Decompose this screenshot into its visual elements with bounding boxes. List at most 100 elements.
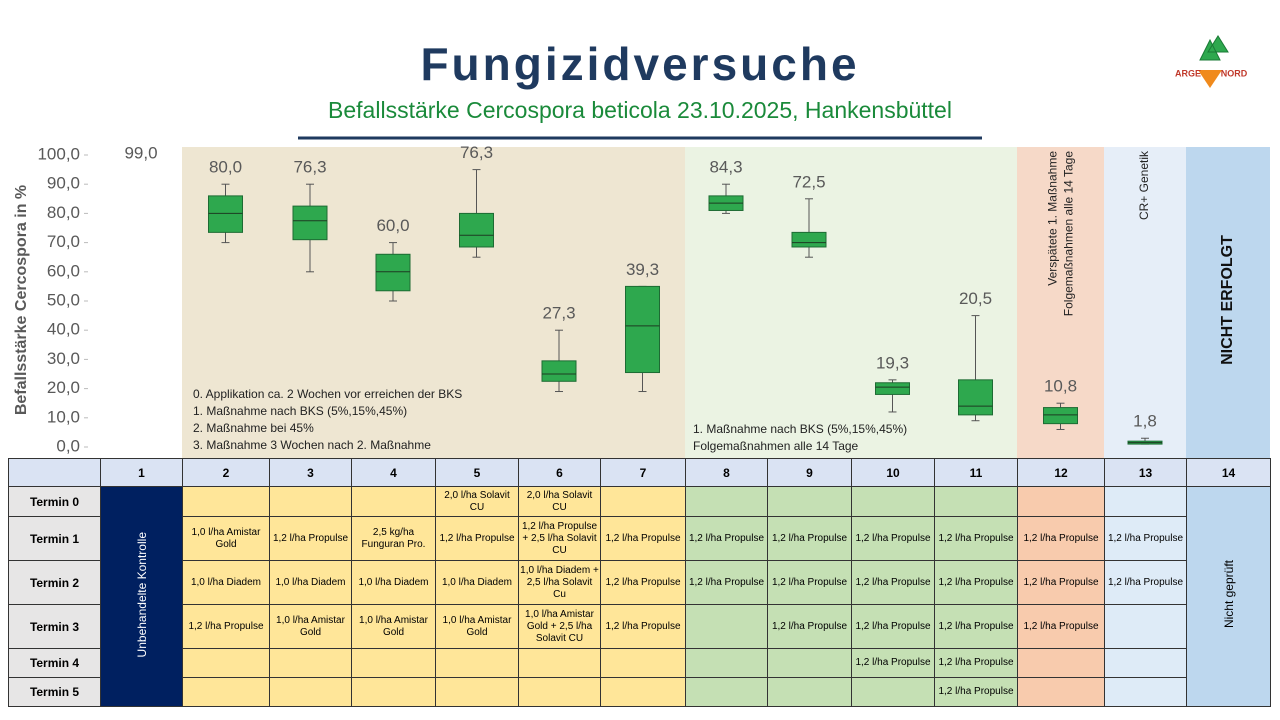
treatment-cell [351, 677, 436, 707]
treatment-cell [934, 486, 1018, 517]
treatment-cell: 1,2 l/ha Propulse [851, 648, 935, 678]
y-tick-label: 70,0 [47, 232, 80, 251]
band [1186, 147, 1270, 458]
header-cell: 4 [351, 458, 436, 487]
treatment-cell [1104, 604, 1187, 649]
box [208, 195, 243, 233]
treatment-cell: 1,2 l/ha Propulse [1104, 516, 1187, 561]
treatment-cell: 1,2 l/ha Propulse [1017, 560, 1105, 605]
treatment-cell: 1,2 l/ha Propulse [600, 604, 686, 649]
header-cell: 11 [934, 458, 1018, 487]
treatment-cell [685, 486, 768, 517]
annotation: Folgemaßnahmen alle 14 Tage [1062, 151, 1076, 317]
treatment-cell: 1,2 l/ha Propulse [934, 677, 1018, 707]
table-row: Termin 4 1,2 l/ha Propulse 1,2 l/ha Propul… [8, 648, 1271, 678]
table-row: Termin 1 1,0 l/ha Amistar Gold 1,2 l/ha Pr… [8, 516, 1271, 561]
treatment-cell: 1,0 l/ha Diadem [435, 560, 519, 605]
treatment-cell: 1,2 l/ha Propulse [1017, 516, 1105, 561]
header-cell: 5 [435, 458, 519, 487]
treatment-cell: 1,2 l/ha Propulse [1104, 560, 1187, 605]
header-cell: 1 [100, 458, 183, 487]
treatment-cell: 1,2 l/ha Propulse [435, 516, 519, 561]
value-label: 99,0 [124, 143, 157, 162]
box [541, 360, 577, 382]
annotation: NICHT ERFOLGT [1219, 235, 1236, 365]
value-label: 1,8 [1133, 412, 1157, 431]
y-tick-label: 30,0 [47, 349, 80, 368]
treatment-cell: 1,2 l/ha Propulse [182, 604, 270, 649]
header-cell: 12 [1017, 458, 1105, 487]
treatment-cell: 1,2 l/ha Propulse [934, 604, 1018, 649]
row-label: Termin 5 [8, 677, 101, 707]
table-row: Termin 5 1,2 l/ha Propulse [8, 677, 1271, 707]
treatment-cell: 2,0 l/ha Solavit CU [518, 486, 601, 517]
header-cell: 2 [182, 458, 270, 487]
treatment-cell: 1,0 l/ha Diadem + 2,5 l/ha Solavit Cu [518, 560, 601, 605]
y-tick-label: 80,0 [47, 203, 80, 222]
treatment-cell: 1,2 l/ha Propulse [767, 516, 852, 561]
table-row: Termin 2 1,0 l/ha Diadem 1,0 l/ha Diadem 1,… [8, 560, 1271, 605]
treatment-cell [435, 648, 519, 678]
treatment-cell [435, 677, 519, 707]
box [292, 205, 328, 241]
control-cell: Unbehandelte Kontrolle [100, 486, 183, 707]
header-cell: 10 [851, 458, 935, 487]
annotation: Folgemaßnahmen alle 14 Tage [693, 439, 859, 453]
header-row: 1 2 3 4 5 6 7 8 9 10 11 12 13 14 [8, 458, 1271, 487]
treatment-cell: 1,2 l/ha Propulse [767, 560, 852, 605]
logo-text: ARGE [1175, 68, 1201, 78]
logo-text: NORD [1221, 68, 1248, 78]
band [1104, 147, 1186, 458]
box [625, 285, 660, 374]
treatment-cell: 1,2 l/ha Propulse [851, 604, 935, 649]
treatment-cell [851, 677, 935, 707]
box [791, 231, 827, 248]
annotation: 1. Maßnahme nach BKS (5%,15%,45%) [693, 422, 907, 436]
treatment-cell: 1,0 l/ha Amistar Gold [269, 604, 352, 649]
header-cell: 9 [767, 458, 852, 487]
treatment-cell: 1,0 l/ha Amistar Gold + 2,5 l/ha Solavit… [518, 604, 601, 649]
table-row: Termin 3 1,2 l/ha Propulse 1,0 l/ha Amista… [8, 604, 1271, 649]
treatment-cell: 1,0 l/ha Amistar Gold [351, 604, 436, 649]
treatment-cell: 1,2 l/ha Propulse [600, 516, 686, 561]
treatment-cell [269, 677, 352, 707]
treatment-cell [518, 648, 601, 678]
treatment-cell [685, 677, 768, 707]
treatment-cell [600, 648, 686, 678]
treatment-cell [1017, 486, 1105, 517]
subtitle: Befallsstärke Cercospora beticola 23.10.… [328, 97, 952, 123]
box [958, 379, 993, 416]
treatment-cell: 1,2 l/ha Propulse [685, 560, 768, 605]
treatment-cell: 1,2 l/ha Propulse [851, 560, 935, 605]
treatment-cell: 1,2 l/ha Propulse [600, 560, 686, 605]
header-cell: 7 [600, 458, 686, 487]
control-label: Unbehandelte Kontrolle [134, 531, 149, 658]
treatment-cell [600, 677, 686, 707]
treatment-cell: 1,2 l/ha Propulse [269, 516, 352, 561]
treatment-cell: 1,2 l/ha Propulse [767, 604, 852, 649]
value-label: 84,3 [709, 158, 742, 177]
treatment-cell [767, 677, 852, 707]
row-label: Termin 3 [8, 604, 101, 649]
box [875, 382, 910, 395]
treatment-cell [1104, 486, 1187, 517]
header-cell: 13 [1104, 458, 1187, 487]
treatment-cell: 1,0 l/ha Diadem [269, 560, 352, 605]
treatment-cell: 1,0 l/ha Amistar Gold [182, 516, 270, 561]
y-tick-label: 100,0 [37, 144, 80, 163]
treatment-cell [1017, 648, 1105, 678]
row-label: Termin 0 [8, 486, 101, 517]
treatment-cell: 1,2 l/ha Propulse [851, 516, 935, 561]
treatment-cell: 2,5 kg/ha Funguran Pro. [351, 516, 436, 561]
treatment-cell: 2,0 l/ha Solavit CU [435, 486, 519, 517]
table-row: Termin 0 Unbehandelte Kontrolle 2,0 l/ha S… [8, 486, 1271, 707]
header-cell: 8 [685, 458, 768, 487]
y-tick-label: 60,0 [47, 261, 80, 280]
treatment-cell [1017, 677, 1105, 707]
header-cell: 14 [1186, 458, 1271, 487]
row-label: Termin 2 [8, 560, 101, 605]
header-cell [8, 458, 101, 487]
value-label: 19,3 [876, 353, 909, 372]
treatment-cell [269, 648, 352, 678]
